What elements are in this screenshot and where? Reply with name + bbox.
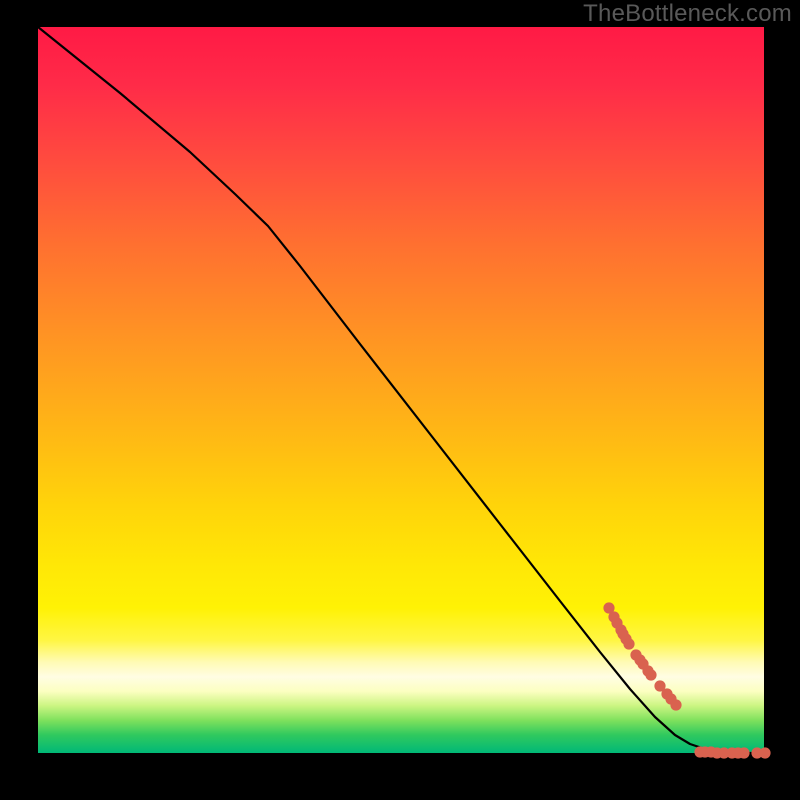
data-marker [670,699,681,710]
plot-area [38,27,764,753]
data-marker [759,747,770,758]
chart-frame: TheBottleneck.com [0,0,800,800]
bottleneck-chart [0,0,800,800]
data-marker [623,638,634,649]
data-marker [738,747,749,758]
watermark-text: TheBottleneck.com [583,0,792,28]
data-marker [634,654,645,665]
data-marker [645,669,656,680]
